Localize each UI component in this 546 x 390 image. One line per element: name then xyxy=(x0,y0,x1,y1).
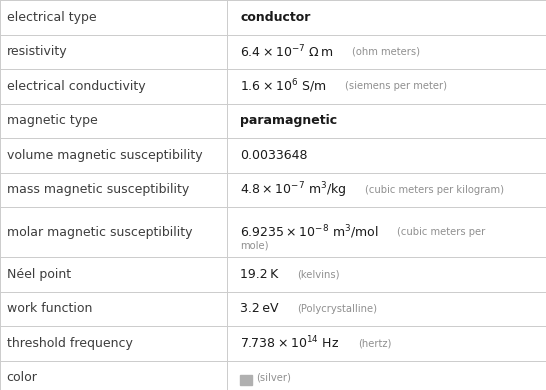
Text: 0.0033648: 0.0033648 xyxy=(240,149,308,162)
Text: mass magnetic susceptibility: mass magnetic susceptibility xyxy=(7,183,189,196)
Text: (cubic meters per kilogram): (cubic meters per kilogram) xyxy=(365,185,505,195)
Text: $6.4\times10^{-7}$ Ω m: $6.4\times10^{-7}$ Ω m xyxy=(240,43,334,60)
Text: conductor: conductor xyxy=(240,11,311,24)
Text: Néel point: Néel point xyxy=(7,268,70,281)
Text: $1.6\times10^{6}$ S/m: $1.6\times10^{6}$ S/m xyxy=(240,78,327,95)
Text: (Polycrystalline): (Polycrystalline) xyxy=(298,304,377,314)
Text: (silver): (silver) xyxy=(257,373,292,383)
Text: work function: work function xyxy=(7,302,92,315)
Text: $4.8\times10^{-7}$ m$^3$/kg: $4.8\times10^{-7}$ m$^3$/kg xyxy=(240,180,347,200)
Text: resistivity: resistivity xyxy=(7,45,67,58)
Text: (siemens per meter): (siemens per meter) xyxy=(345,81,447,91)
Text: 19.2 K: 19.2 K xyxy=(240,268,278,281)
Text: $7.738\times10^{14}$ Hz: $7.738\times10^{14}$ Hz xyxy=(240,335,339,352)
Text: (ohm meters): (ohm meters) xyxy=(352,47,420,57)
Text: threshold frequency: threshold frequency xyxy=(7,337,133,350)
Text: volume magnetic susceptibility: volume magnetic susceptibility xyxy=(7,149,202,162)
Text: paramagnetic: paramagnetic xyxy=(240,114,337,127)
Text: (cubic meters per: (cubic meters per xyxy=(397,227,486,237)
Bar xyxy=(240,375,252,385)
Text: (hertz): (hertz) xyxy=(358,338,391,348)
Text: magnetic type: magnetic type xyxy=(7,114,97,127)
Text: electrical type: electrical type xyxy=(7,11,96,24)
Text: electrical conductivity: electrical conductivity xyxy=(7,80,145,93)
Text: 3.2 eV: 3.2 eV xyxy=(240,302,279,315)
Text: (kelvins): (kelvins) xyxy=(297,269,340,279)
Text: molar magnetic susceptibility: molar magnetic susceptibility xyxy=(7,225,192,239)
Text: color: color xyxy=(7,371,38,384)
Text: mole): mole) xyxy=(240,240,269,250)
Text: $6.9235\times10^{-8}$ m$^3$/mol: $6.9235\times10^{-8}$ m$^3$/mol xyxy=(240,223,379,241)
